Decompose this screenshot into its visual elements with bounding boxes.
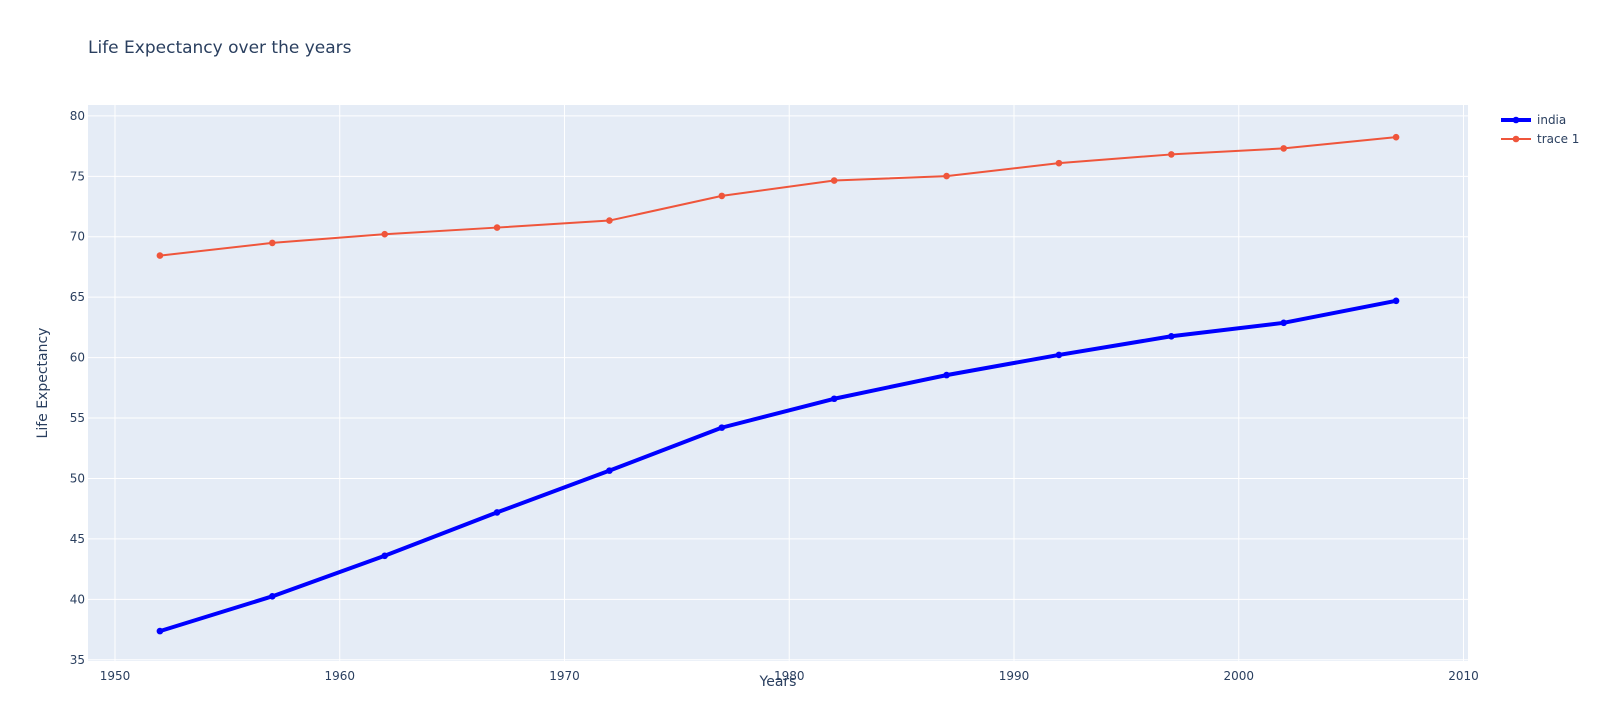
x-tick-label: 1950: [100, 669, 131, 683]
data-point-trace-1: [943, 172, 950, 180]
x-tick-label: 2000: [1223, 669, 1254, 683]
y-tick-label: 75: [70, 169, 85, 183]
data-point-india: [1168, 332, 1175, 340]
series-line-trace-1: [158, 136, 1398, 257]
data-point-trace-1: [493, 224, 501, 231]
data-point-trace-1: [1392, 133, 1400, 141]
y-tick-label: 40: [70, 592, 85, 606]
legend[interactable]: india trace 1: [1501, 113, 1579, 146]
data-point-trace-1: [1280, 145, 1288, 152]
y-tick-label: 65: [70, 290, 85, 304]
legend-marker: [1512, 116, 1520, 124]
data-point-trace-1: [381, 230, 388, 238]
data-point-india: [606, 467, 613, 474]
data-point-trace-1: [718, 192, 726, 200]
data-point-india: [156, 627, 164, 635]
legend-label: trace 1: [1537, 132, 1579, 146]
legend-item-trace-1[interactable]: trace 1: [1501, 132, 1579, 146]
data-point-india: [1055, 351, 1063, 359]
data-point-trace-1: [830, 177, 838, 184]
y-tick-label: 70: [70, 230, 85, 244]
data-point-india: [943, 371, 950, 379]
data-point-india: [1392, 297, 1400, 305]
y-tick-label: 45: [70, 532, 85, 546]
y-tick-label: 80: [70, 109, 85, 123]
data-point-india: [718, 424, 726, 431]
data-point-india: [493, 509, 501, 516]
data-point-trace-1: [268, 239, 276, 247]
tick-labels: 1950 1960 1970 1980 1990 2000 2010 35 40 45 50 55 60…: [70, 109, 1479, 683]
data-point-india: [1280, 319, 1288, 327]
x-tick-label: 1980: [774, 669, 805, 683]
x-tick-label: 1990: [999, 669, 1030, 683]
series-line-india: [157, 298, 1399, 634]
plot-area: [88, 105, 1468, 661]
data-point-trace-1: [1168, 151, 1175, 158]
legend-marker: [1512, 135, 1520, 143]
data-point-india: [268, 593, 276, 600]
x-tick-label: 1960: [324, 669, 355, 683]
y-tick-label: 60: [70, 351, 85, 365]
legend-label: india: [1537, 113, 1566, 127]
x-tick-label: 1970: [549, 669, 580, 683]
data-point-india: [381, 552, 388, 560]
data-point-india: [830, 395, 838, 403]
data-point-trace-1: [1055, 159, 1063, 167]
y-axis-title: Life Expectancy: [35, 328, 51, 439]
y-tick-label: 55: [70, 411, 85, 425]
x-tick-label: 2010: [1448, 669, 1479, 683]
y-tick-label: 35: [70, 653, 85, 667]
x-axis-title: Years: [759, 674, 797, 690]
data-point-trace-1: [156, 252, 164, 259]
y-tick-label: 50: [70, 471, 85, 485]
data-point-trace-1: [606, 217, 613, 224]
series-layer: [156, 133, 1400, 635]
chart-title: Life Expectancy over the years: [88, 38, 352, 58]
grid-lines: [88, 105, 1468, 661]
legend-item-india[interactable]: india: [1501, 113, 1566, 127]
